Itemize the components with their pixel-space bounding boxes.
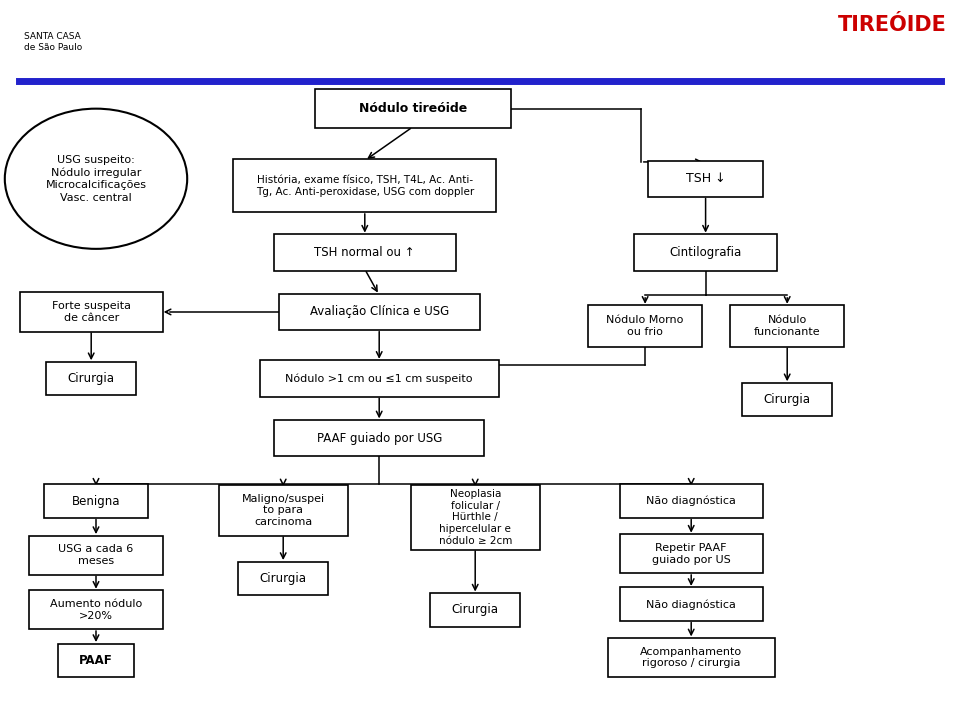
Text: PAAF: PAAF bbox=[79, 654, 113, 667]
FancyBboxPatch shape bbox=[588, 306, 703, 346]
FancyBboxPatch shape bbox=[259, 360, 499, 397]
Text: Nódulo >1 cm ou ≤1 cm suspeito: Nódulo >1 cm ou ≤1 cm suspeito bbox=[285, 374, 473, 383]
Text: Cirurgia: Cirurgia bbox=[764, 393, 810, 406]
Text: Não diagnóstica: Não diagnóstica bbox=[646, 496, 736, 506]
FancyBboxPatch shape bbox=[279, 294, 480, 330]
FancyBboxPatch shape bbox=[44, 484, 148, 518]
Text: Neoplasia
folicular /
Hürthle /
hipercelular e
nódulo ≥ 2cm: Neoplasia folicular / Hürthle / hipercel… bbox=[439, 489, 512, 545]
Text: Avaliação Clínica e USG: Avaliação Clínica e USG bbox=[309, 306, 449, 318]
FancyBboxPatch shape bbox=[730, 306, 845, 346]
Text: Cintilografia: Cintilografia bbox=[669, 246, 742, 259]
Text: Cirurgia: Cirurgia bbox=[260, 572, 306, 585]
FancyBboxPatch shape bbox=[58, 644, 134, 677]
FancyBboxPatch shape bbox=[430, 593, 520, 627]
FancyBboxPatch shape bbox=[411, 485, 540, 550]
FancyBboxPatch shape bbox=[634, 234, 778, 271]
Text: TSH normal ou ↑: TSH normal ou ↑ bbox=[315, 246, 415, 259]
Text: Cirurgia: Cirurgia bbox=[68, 372, 114, 385]
FancyBboxPatch shape bbox=[620, 484, 762, 518]
FancyBboxPatch shape bbox=[620, 534, 762, 573]
Text: Nódulo tireóide: Nódulo tireóide bbox=[359, 102, 467, 115]
FancyBboxPatch shape bbox=[20, 292, 162, 332]
FancyBboxPatch shape bbox=[620, 587, 762, 621]
Text: Cirurgia: Cirurgia bbox=[452, 604, 498, 616]
Text: Não diagnóstica: Não diagnóstica bbox=[646, 599, 736, 609]
FancyBboxPatch shape bbox=[608, 638, 775, 677]
Text: SANTA CASA
de São Paulo: SANTA CASA de São Paulo bbox=[24, 32, 82, 52]
Text: Acompanhamento
rigoroso / cirurgia: Acompanhamento rigoroso / cirurgia bbox=[640, 647, 742, 668]
FancyBboxPatch shape bbox=[238, 562, 328, 595]
FancyBboxPatch shape bbox=[742, 383, 832, 416]
Text: Maligno/suspei
to para
carcinoma: Maligno/suspei to para carcinoma bbox=[242, 494, 324, 527]
FancyBboxPatch shape bbox=[219, 485, 348, 536]
Text: Forte suspeita
de câncer: Forte suspeita de câncer bbox=[52, 301, 131, 322]
FancyBboxPatch shape bbox=[233, 159, 496, 212]
FancyBboxPatch shape bbox=[275, 234, 455, 271]
Text: TIREÓIDE: TIREÓIDE bbox=[838, 15, 948, 34]
Text: USG suspeito:
Nódulo irregular
Microcalcificações
Vasc. central: USG suspeito: Nódulo irregular Microcalc… bbox=[45, 155, 147, 203]
Text: Nódulo Morno
ou frio: Nódulo Morno ou frio bbox=[607, 315, 684, 336]
FancyBboxPatch shape bbox=[29, 590, 162, 629]
Ellipse shape bbox=[5, 109, 187, 249]
Text: USG a cada 6
meses: USG a cada 6 meses bbox=[59, 545, 133, 566]
Text: PAAF guiado por USG: PAAF guiado por USG bbox=[317, 432, 442, 444]
FancyBboxPatch shape bbox=[29, 536, 162, 575]
FancyBboxPatch shape bbox=[46, 362, 136, 395]
FancyBboxPatch shape bbox=[275, 420, 485, 456]
FancyBboxPatch shape bbox=[315, 89, 511, 128]
Text: Nódulo
funcionante: Nódulo funcionante bbox=[754, 315, 821, 336]
Text: TSH ↓: TSH ↓ bbox=[685, 172, 726, 185]
Text: História, exame físico, TSH, T4L, Ac. Anti-
Tg, Ac. Anti-peroxidase, USG com dop: História, exame físico, TSH, T4L, Ac. An… bbox=[255, 175, 474, 196]
Bar bbox=[0, 0, 960, 81]
Text: Repetir PAAF
guiado por US: Repetir PAAF guiado por US bbox=[652, 543, 731, 564]
FancyBboxPatch shape bbox=[649, 161, 762, 197]
Text: Aumento nódulo
>20%: Aumento nódulo >20% bbox=[50, 599, 142, 620]
Text: Benigna: Benigna bbox=[72, 495, 120, 508]
